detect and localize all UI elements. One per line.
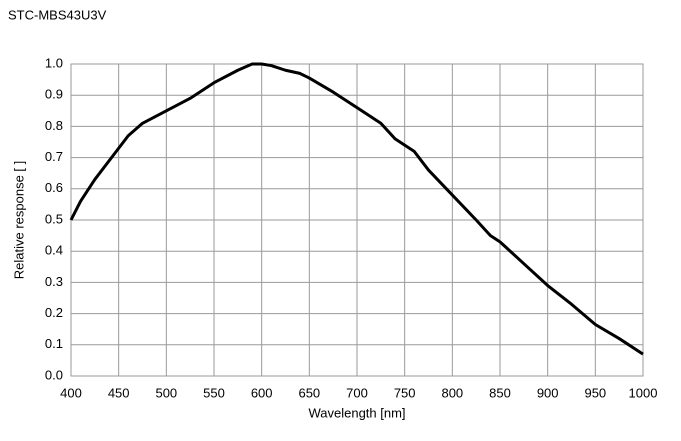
y-tick-label: 0.3 [45, 274, 63, 289]
y-tick-label: 0.7 [45, 149, 63, 164]
y-tick-label: 0.8 [45, 118, 63, 133]
x-tick-label: 850 [489, 385, 511, 400]
x-tick-label: 600 [251, 385, 273, 400]
chart-title: STC-MBS43U3V [8, 7, 107, 22]
x-tick-label: 400 [60, 385, 82, 400]
y-tick-label: 0.5 [45, 211, 63, 226]
x-tick-label: 550 [203, 385, 225, 400]
x-tick-label: 800 [441, 385, 463, 400]
x-tick-label: 700 [346, 385, 368, 400]
y-axis-label: Relative response [ ] [11, 161, 26, 280]
x-tick-label: 1000 [629, 385, 658, 400]
data-line [69, 62, 644, 356]
x-tick-label: 750 [394, 385, 416, 400]
x-tick-label: 950 [584, 385, 606, 400]
x-tick-label: 900 [537, 385, 559, 400]
y-tick-label: 1.0 [45, 55, 63, 70]
x-tick-label: 500 [155, 385, 177, 400]
y-tick-label: 0.6 [45, 180, 63, 195]
y-tick-label: 0.4 [45, 243, 63, 258]
y-tick-label: 0.1 [45, 336, 63, 351]
x-tick-label: 450 [108, 385, 130, 400]
y-tick-label: 0.0 [45, 367, 63, 382]
y-tick-label: 0.2 [45, 305, 63, 320]
x-tick-label: 650 [298, 385, 320, 400]
y-tick-label: 0.9 [45, 87, 63, 102]
x-axis-label: Wavelength [nm] [308, 405, 405, 420]
